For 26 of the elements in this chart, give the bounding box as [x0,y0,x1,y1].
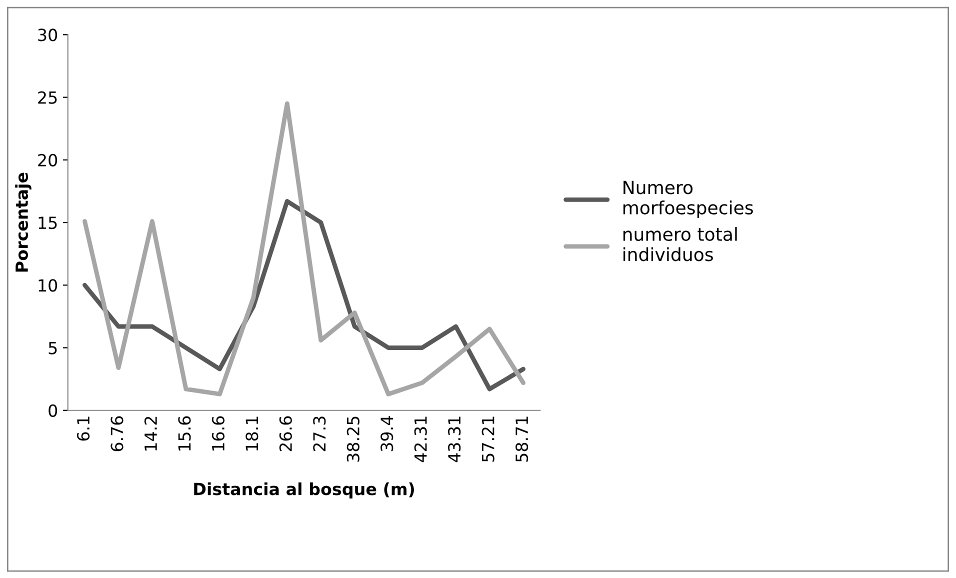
line-series [82,101,526,396]
x-tick-label: 18.1 [246,416,258,451]
y-tick-label: 30 [38,28,58,42]
x-axis-title: Distancia al bosque (m) [194,482,414,499]
x-tick-label: 6.1 [76,416,90,441]
legend-label: Numero morfoespecies [623,180,753,218]
x-tick-label: 6.76 [110,416,124,452]
x-tick-label: 43.31 [448,416,461,462]
x-tick-label: 57.21 [482,416,494,462]
y-axis-title: Porcentaje [15,172,32,272]
y-tick-label: 10 [38,279,58,292]
y-tick-label: 25 [38,91,57,104]
x-tick-label: 26.6 [279,416,292,452]
y-tick-label: 0 [48,404,58,417]
x-tick-label: 15.6 [178,416,191,451]
y-tick-label: 20 [38,154,58,166]
x-tick-label: 58.71 [516,416,528,462]
x-tick-label: 38.25 [346,416,360,462]
x-tick-label: 27.3 [313,416,326,452]
x-tick-label: 39.4 [380,416,394,452]
legend-label: numero total individuos [623,227,737,262]
y-tick-label: 5 [48,342,57,354]
x-tick-label: 16.6 [212,416,225,451]
y-tick-label: 15 [38,216,57,230]
x-tick-label: 14.2 [144,416,157,451]
x-tick-label: 42.31 [414,416,427,462]
